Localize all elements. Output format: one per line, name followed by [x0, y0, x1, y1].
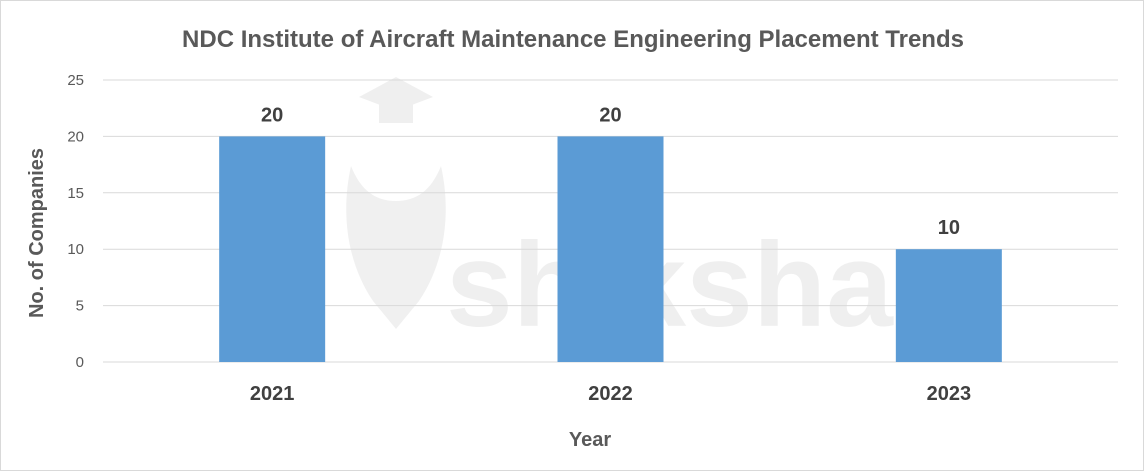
y-axis-ticks: 0 5 10 15 20 25 [67, 72, 84, 371]
x-tick-label-2021: 2021 [250, 383, 295, 405]
bar-2023 [895, 249, 1002, 362]
y-tick-label: 20 [67, 128, 84, 145]
shiksha-logo-icon [346, 77, 446, 329]
x-axis-label: Year [569, 429, 611, 451]
data-label-2021: 20 [261, 104, 283, 126]
x-axis-ticks: 2021 2022 2023 [250, 383, 971, 405]
bars [219, 136, 1002, 362]
shiksha-watermark: shiksha [346, 77, 894, 352]
y-tick-label: 0 [76, 354, 84, 371]
data-label-2023: 10 [938, 217, 960, 239]
y-tick-label: 25 [67, 72, 84, 89]
y-tick-label: 15 [67, 185, 84, 202]
bar-2021 [219, 136, 326, 362]
data-labels: 20 20 10 [261, 104, 960, 239]
watermark-text: shiksha [446, 218, 894, 352]
y-tick-label: 10 [67, 241, 84, 258]
chart-title: NDC Institute of Aircraft Maintenance En… [182, 26, 964, 53]
x-tick-label-2022: 2022 [588, 383, 633, 405]
y-axis-label: No. of Companies [26, 148, 48, 318]
y-tick-label: 5 [76, 298, 84, 315]
data-label-2022: 20 [599, 104, 621, 126]
x-tick-label-2023: 2023 [927, 383, 972, 405]
bar-2022 [557, 136, 664, 362]
